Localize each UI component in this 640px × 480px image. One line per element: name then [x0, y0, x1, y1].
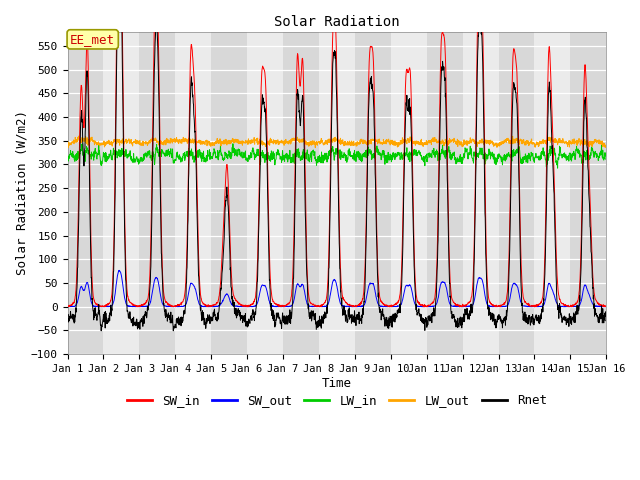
Bar: [211, 32, 247, 354]
Bar: [391, 32, 427, 354]
Bar: [427, 32, 463, 354]
Bar: [104, 32, 140, 354]
Legend: SW_in, SW_out, LW_in, LW_out, Rnet: SW_in, SW_out, LW_in, LW_out, Rnet: [122, 389, 552, 412]
Bar: [463, 32, 499, 354]
Text: EE_met: EE_met: [70, 33, 115, 46]
Bar: [283, 32, 319, 354]
Bar: [67, 32, 104, 354]
Bar: [175, 32, 211, 354]
Bar: [319, 32, 355, 354]
Y-axis label: Solar Radiation (W/m2): Solar Radiation (W/m2): [15, 110, 28, 276]
Bar: [140, 32, 175, 354]
Bar: [247, 32, 283, 354]
Bar: [606, 32, 640, 354]
Bar: [534, 32, 570, 354]
Title: Solar Radiation: Solar Radiation: [274, 15, 400, 29]
Bar: [499, 32, 534, 354]
Bar: [570, 32, 606, 354]
Bar: [355, 32, 391, 354]
X-axis label: Time: Time: [322, 377, 352, 390]
